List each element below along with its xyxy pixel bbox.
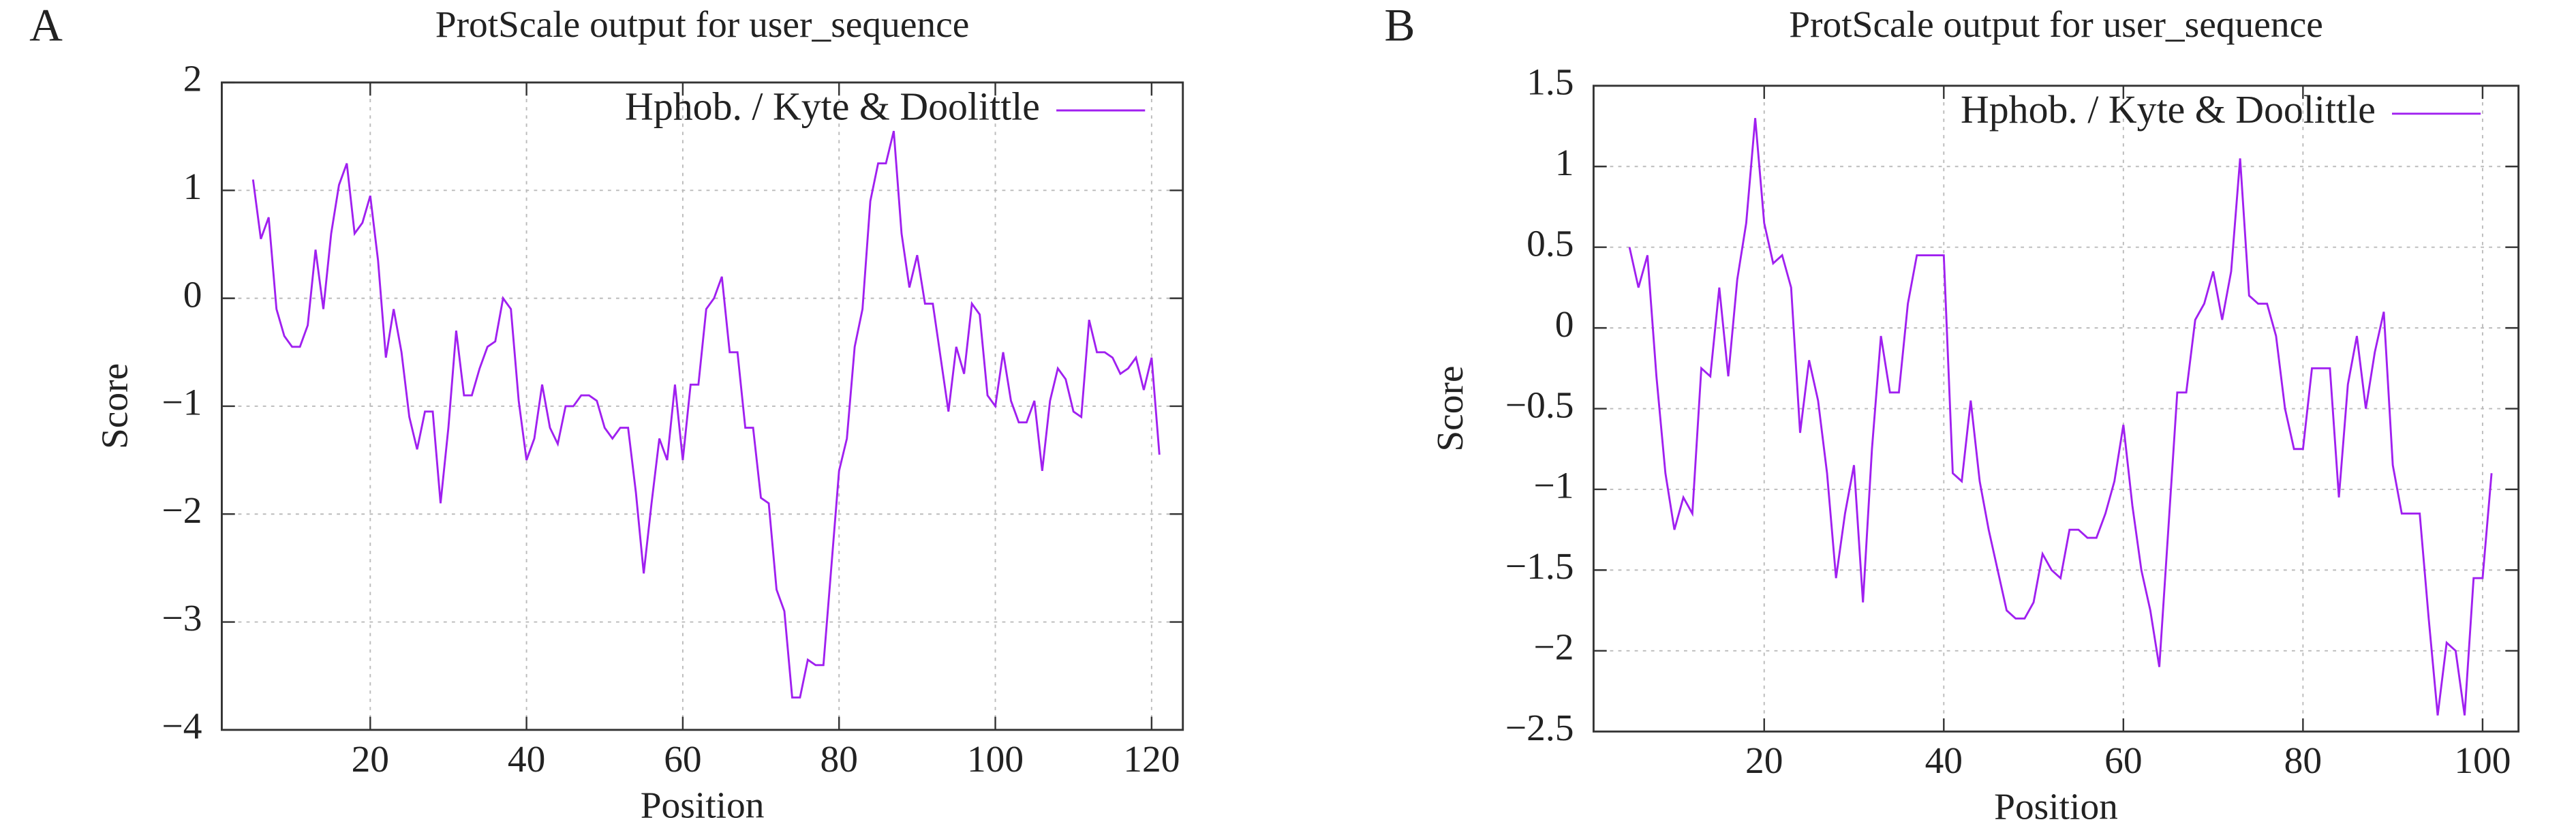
y-tick-label: −0.5: [1505, 384, 1574, 425]
y-axis-label: Score: [1429, 365, 1471, 451]
y-tick-label: 0: [183, 273, 202, 315]
y-tick-label: 0: [1555, 303, 1574, 345]
y-axis-label: Score: [93, 363, 135, 449]
plot-frame: [221, 81, 1184, 731]
y-tick-label: 1.5: [1527, 61, 1574, 103]
x-tick-label: 20: [352, 738, 389, 780]
x-tick-label: 40: [1925, 740, 1963, 781]
y-tick-label: −1: [1533, 465, 1574, 506]
y-tick-label: −4: [162, 705, 202, 747]
y-tick-label: −1.5: [1505, 545, 1574, 587]
chart-title: ProtScale output for user_sequence: [435, 3, 970, 45]
x-tick-label: 60: [664, 738, 701, 780]
y-tick-label: −2: [162, 489, 202, 531]
x-axis-label: Position: [1994, 786, 2118, 827]
y-tick-label: −1: [162, 382, 202, 423]
y-tick-label: 0.5: [1527, 222, 1574, 264]
plot-frame: [1592, 85, 2520, 733]
legend-label: Hphob. / Kyte & Doolittle: [1961, 87, 2376, 132]
x-tick-label: 20: [1745, 740, 1783, 781]
y-tick-label: 2: [183, 58, 202, 100]
x-tick-label: 100: [2454, 740, 2511, 781]
y-tick-label: −2: [1533, 626, 1574, 668]
y-tick-label: 1: [183, 166, 202, 207]
panel-label: B: [1384, 0, 1415, 50]
x-tick-label: 100: [967, 738, 1024, 780]
x-tick-label: 60: [2104, 740, 2142, 781]
x-tick-label: 40: [508, 738, 545, 780]
y-tick-label: 1: [1555, 142, 1574, 183]
data-line: [251, 130, 1161, 699]
data-line: [1628, 118, 2493, 716]
x-tick-label: 80: [2284, 740, 2322, 781]
y-tick-label: −2.5: [1505, 707, 1574, 748]
legend-label: Hphob. / Kyte & Doolittle: [625, 84, 1040, 128]
x-axis-label: Position: [641, 784, 765, 825]
x-tick-label: 80: [821, 738, 858, 780]
y-tick-label: −3: [162, 597, 202, 639]
chart-title: ProtScale output for user_sequence: [1789, 3, 2323, 45]
panel-label: A: [29, 0, 63, 50]
x-tick-label: 120: [1123, 738, 1180, 780]
